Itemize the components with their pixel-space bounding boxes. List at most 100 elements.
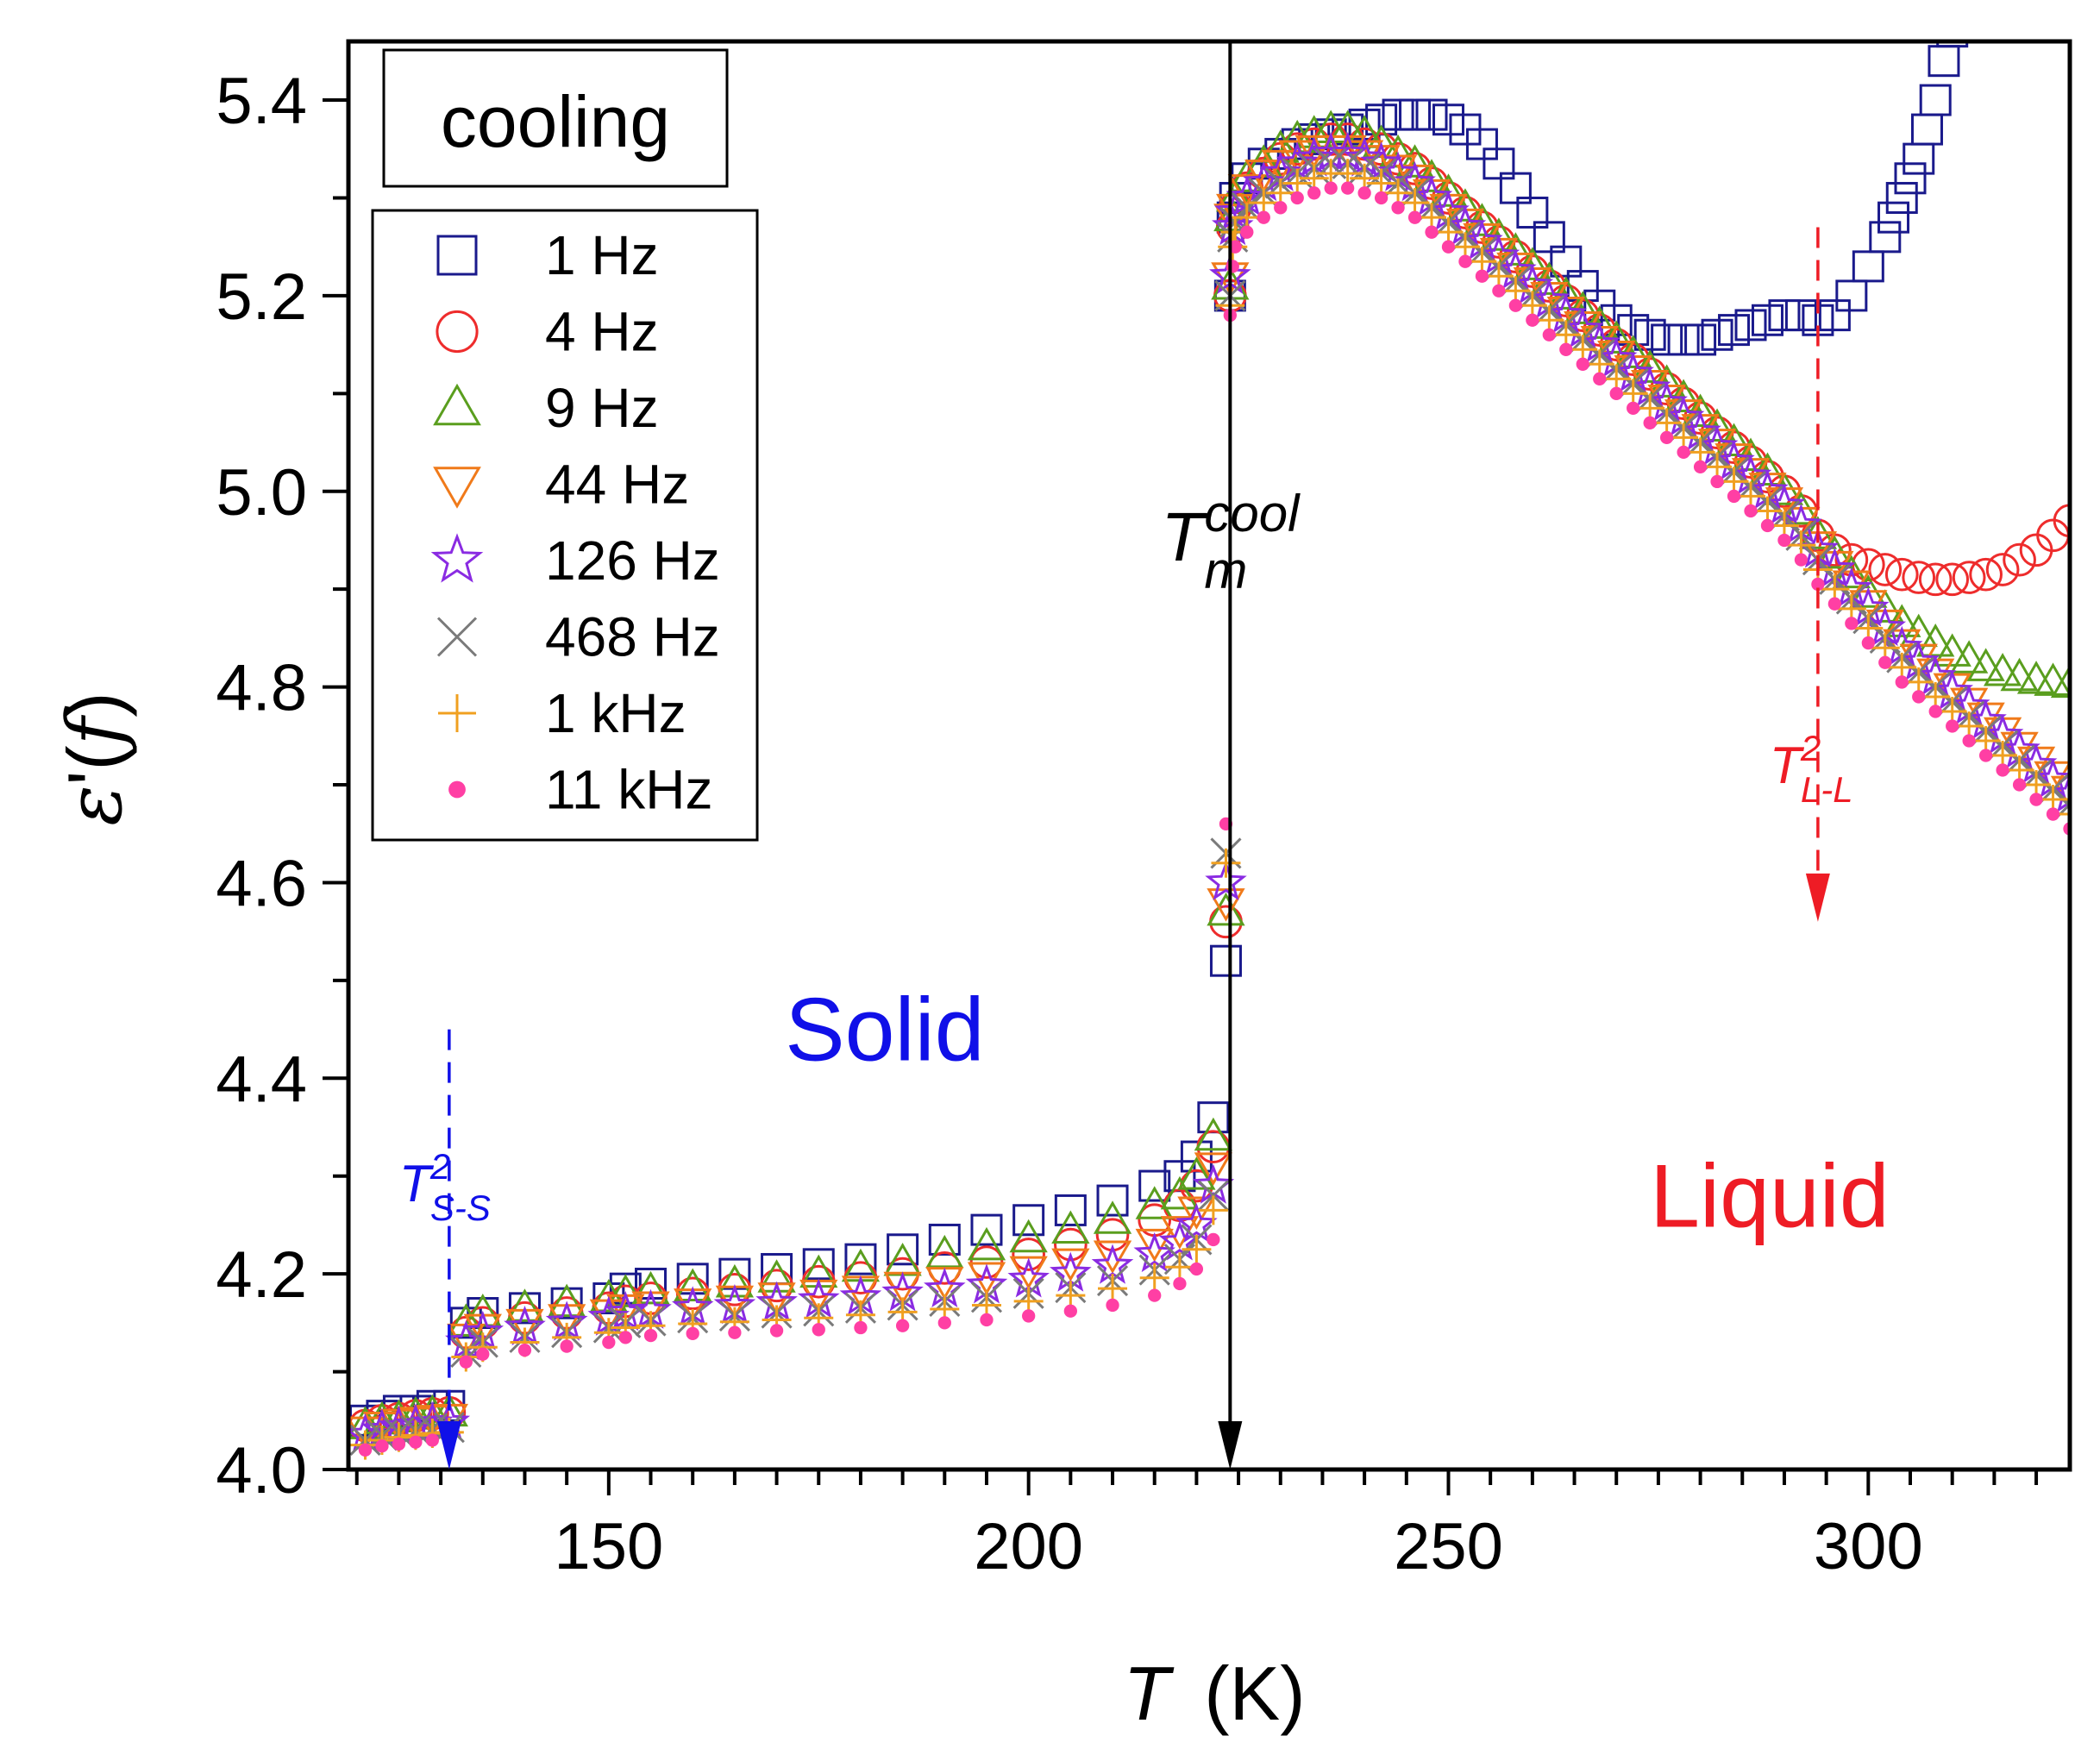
data-point (728, 1325, 742, 1339)
data-point (1135, 1186, 1174, 1219)
data-point (1324, 181, 1338, 195)
data-point (1138, 1169, 1171, 1202)
data-point (1895, 675, 1909, 689)
y-tick-label: 5.4 (216, 65, 307, 138)
data-point (447, 1303, 486, 1337)
data-point (2029, 793, 2043, 806)
data-point (887, 1233, 919, 1266)
data-point (1194, 1152, 1233, 1186)
data-point (1526, 313, 1539, 327)
data-point (1768, 299, 1801, 332)
data-point (1902, 561, 1936, 594)
data-point (1432, 103, 1464, 136)
data-point (1164, 1252, 1194, 1282)
y-tick-label: 4.8 (216, 652, 307, 725)
data-point (548, 1283, 586, 1318)
data-point (1294, 115, 1333, 148)
x-tick-label: 300 (1814, 1510, 1923, 1583)
data-point (1885, 181, 1918, 214)
data-point (1382, 98, 1414, 131)
data-point (1399, 98, 1432, 131)
legend-label: 44 Hz (545, 454, 689, 516)
legend-label: 1 Hz (545, 224, 659, 286)
y-axis-close: ) (52, 692, 137, 717)
data-point (1226, 260, 1239, 273)
data-point (937, 1316, 951, 1330)
data-point (1936, 41, 1969, 48)
data-point (1667, 323, 1700, 356)
y-tick-label: 5.0 (216, 456, 307, 530)
legend: 1 Hz 4 Hz 9 Hz 44 Hz 126 Hz 468 Hz 1 kHz 11 kHz (371, 209, 759, 842)
data-point (1228, 240, 1242, 254)
tss-label: T2 S-S (399, 1146, 491, 1228)
data-point (967, 1226, 1006, 1261)
data-point (1508, 298, 1523, 312)
data-point (1051, 1248, 1090, 1282)
plot-frame (346, 39, 2072, 1472)
data-point (1777, 533, 1791, 548)
legend-marker-triangle-up (433, 383, 481, 426)
data-point (1009, 1256, 1048, 1290)
data-point (1063, 1304, 1077, 1318)
data-point (2048, 772, 2070, 813)
tm-base: T (1161, 498, 1207, 575)
data-point (1499, 172, 1532, 204)
data-point (674, 1268, 712, 1301)
data-point (686, 1326, 699, 1340)
data-point (1098, 1274, 1128, 1304)
data-point (1139, 1263, 1169, 1293)
data-point (1391, 201, 1405, 215)
data-point (1012, 1238, 1046, 1271)
solid-region-label: Solid (785, 981, 984, 1081)
x-tick-label: 250 (1394, 1510, 1503, 1583)
data-point (1274, 201, 1288, 215)
data-point (1441, 240, 1456, 254)
legend-marker-dot (448, 780, 466, 799)
data-point (1627, 401, 1640, 415)
data-point (1643, 416, 1657, 430)
data-point (1933, 633, 1971, 667)
data-point (1985, 553, 2020, 586)
data-point (1794, 553, 1809, 567)
data-point (1175, 1202, 1218, 1244)
data-point (1969, 557, 2003, 592)
data-point (769, 1324, 784, 1338)
data-point (1928, 705, 1942, 718)
data-point (1744, 504, 1758, 518)
data-point (1651, 323, 1683, 356)
data-point (1257, 210, 1270, 224)
data-point (1701, 318, 1733, 351)
data-point (1966, 648, 2005, 681)
data-point (1198, 1195, 1228, 1225)
data-point (1533, 221, 1565, 254)
data-point (1091, 1244, 1134, 1284)
liquid-region-label: Liquid (1650, 1146, 1890, 1246)
legend-label: 1 kHz (545, 682, 686, 744)
data-point (1106, 1298, 1119, 1313)
data-point (1189, 1262, 1204, 1276)
data-point (1559, 342, 1573, 356)
y-axis-label: ε'(f) (50, 692, 139, 825)
data-point (1734, 309, 1767, 342)
data-point (1845, 617, 1859, 630)
title-box-frame (382, 48, 729, 188)
data-point (1912, 690, 1926, 704)
data-point (358, 1443, 373, 1457)
data-point (1177, 1196, 1216, 1230)
y-tick-label: 4.6 (216, 847, 307, 920)
series-layer (348, 41, 2070, 1460)
data-point (1475, 269, 1489, 283)
data-point (1374, 191, 1389, 205)
data-point (1868, 553, 1903, 586)
y-tick-label: 4.2 (216, 1238, 307, 1312)
data-point (1877, 201, 1910, 234)
x-tick-label: 200 (974, 1510, 1083, 1583)
data-point (1012, 1204, 1045, 1237)
x-axis-symbol: T (1123, 1651, 1174, 1736)
data-point (1135, 1228, 1174, 1263)
data-point (757, 1259, 796, 1293)
legend-marker-plus (438, 694, 476, 732)
data-point (1458, 254, 1472, 268)
data-point (1205, 860, 1247, 901)
